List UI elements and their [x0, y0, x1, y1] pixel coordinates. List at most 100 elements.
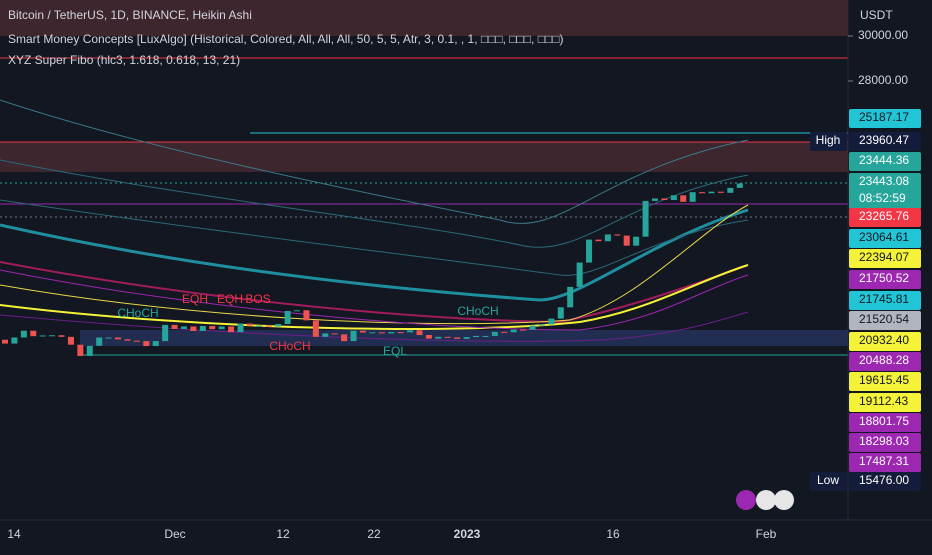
price-tags: 25187.17 23960.47 High 23444.36 23443.08 08:5…: [810, 109, 921, 491]
candle: [501, 331, 508, 333]
candle: [717, 191, 724, 193]
smc-label: BOS: [245, 292, 270, 306]
tag-name-bg: [810, 132, 847, 151]
band: [0, 99, 749, 225]
x-tick-label: 14: [7, 527, 21, 541]
candle: [256, 325, 263, 327]
candle: [444, 336, 451, 338]
candle: [228, 326, 235, 333]
candles: [2, 183, 743, 356]
chart-title: Bitcoin / TetherUS, 1D, BINANCE, Heikin …: [8, 8, 252, 22]
candle: [171, 324, 178, 329]
candle: [388, 332, 395, 334]
candle: [633, 236, 640, 246]
icon: [756, 490, 776, 510]
candle: [294, 310, 301, 312]
candle: [680, 195, 687, 202]
candle: [482, 335, 489, 337]
candle: [661, 198, 668, 201]
price-tag: [849, 352, 921, 371]
candle: [209, 326, 216, 330]
price-tag: [849, 291, 921, 310]
band: [0, 261, 749, 324]
price-tag: [849, 173, 921, 209]
candle: [510, 329, 517, 333]
price-tag-label: 21750.52: [859, 271, 909, 285]
candle: [708, 191, 715, 194]
indicator-label: XYZ Super Fibo (hlc3, 1.618, 0.618, 13, …: [8, 53, 240, 67]
currency-label: USDT: [860, 8, 893, 22]
candle: [689, 192, 696, 202]
candle: [67, 336, 74, 345]
candle: [567, 286, 574, 308]
price-tag-label: 18801.75: [859, 414, 909, 428]
price-tag: [849, 132, 921, 151]
price-tag-label: 15476.00: [859, 473, 909, 487]
price-tag: [849, 249, 921, 268]
candle: [425, 335, 432, 339]
icon: [774, 490, 794, 510]
candle: [152, 341, 159, 347]
candle: [378, 332, 385, 334]
countdown: 08:52:59: [859, 191, 906, 205]
price-tag: [849, 453, 921, 472]
candle: [397, 332, 404, 334]
price-tag-label: 23443.08: [859, 174, 909, 188]
band: [0, 269, 749, 331]
candle: [77, 344, 84, 356]
candle: [614, 234, 621, 236]
price-tag-label: 19112.43: [859, 394, 908, 408]
candle: [2, 339, 8, 344]
candle: [407, 330, 414, 333]
price-tag: [849, 208, 921, 227]
candle: [538, 324, 545, 326]
candle: [463, 337, 470, 339]
x-tick-label: 16: [606, 527, 620, 541]
tag-name: Low: [817, 473, 839, 487]
candle: [350, 330, 357, 342]
candle: [359, 330, 366, 333]
price-tag: [849, 372, 921, 391]
smc-label: EQL: [383, 344, 407, 358]
price-tag-label: 20932.40: [859, 333, 909, 347]
candle: [651, 198, 658, 201]
price-tag: [849, 472, 921, 491]
candle: [199, 326, 206, 331]
y-tick-label: 28000.00: [858, 73, 908, 87]
price-tag: [849, 311, 921, 330]
candle: [218, 326, 225, 330]
candle: [96, 337, 103, 346]
price-tag-label: 23960.47: [859, 133, 909, 147]
smc-label: EQH: [217, 292, 243, 306]
candle: [105, 337, 112, 339]
candle: [39, 335, 46, 337]
price-tag-label: 23265.76: [859, 209, 909, 223]
candle: [86, 345, 93, 356]
price-tag: [849, 433, 921, 452]
band: [0, 264, 749, 330]
flags: [736, 490, 794, 510]
indicator-label: Smart Money Concepts [LuxAlgo] (Historic…: [8, 32, 563, 46]
price-tag-label: 20488.28: [859, 353, 909, 367]
candle: [162, 324, 169, 342]
candle: [49, 335, 56, 337]
candle: [20, 330, 27, 338]
band: [0, 208, 749, 302]
supply-zone: [0, 142, 848, 172]
price-tag: [849, 413, 921, 432]
smc-label: CHoCH: [117, 306, 158, 320]
x-tick-label: 2023: [454, 527, 481, 541]
supply-zone: [0, 0, 848, 36]
candle: [284, 310, 291, 325]
price-tag-label: 25187.17: [859, 110, 909, 124]
candle: [642, 200, 649, 237]
candle: [491, 331, 498, 336]
candle: [190, 326, 197, 331]
price-tag: [849, 270, 921, 289]
candle: [30, 330, 37, 337]
price-tag-label: 19615.45: [859, 373, 909, 387]
smc-label: EQH: [182, 292, 208, 306]
candle: [520, 329, 527, 331]
